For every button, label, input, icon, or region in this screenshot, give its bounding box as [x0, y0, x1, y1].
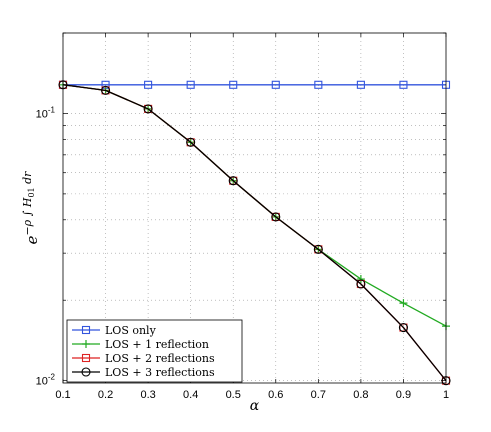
x-tick-label: 0.8	[353, 389, 368, 401]
y-axis-label-base: e	[23, 235, 41, 244]
y-axis-label-subscript: 01	[27, 187, 36, 197]
series-4	[58, 80, 451, 386]
data-point	[101, 85, 111, 95]
x-tick-label: 0.1	[55, 389, 70, 401]
legend-label: LOS + 2 reflections	[105, 352, 215, 365]
x-tick-label: 0.4	[183, 389, 198, 401]
series-layer	[58, 80, 451, 386]
x-axis-label: α	[250, 398, 260, 414]
x-tick-label: 0.5	[226, 389, 241, 401]
y-tick-label-base: 10	[36, 108, 48, 120]
data-point	[271, 80, 280, 89]
series-line	[62, 84, 447, 382]
y-tick-label: 10-2	[36, 373, 56, 388]
y-tick-label-exponent: -1	[48, 105, 56, 114]
legend-label: LOS + 3 reflections	[105, 366, 215, 379]
y-tick-label-exponent: -2	[48, 373, 56, 382]
data-point	[186, 137, 196, 147]
data-point	[228, 176, 238, 186]
y-axis-label-tail: dr	[21, 171, 34, 188]
x-tick-label: 0.7	[311, 389, 326, 401]
x-tick-label: 0.2	[98, 389, 113, 401]
data-point	[229, 80, 238, 89]
data-point	[399, 80, 408, 89]
y-tick-label-base: 10	[36, 376, 48, 388]
data-point	[271, 212, 281, 222]
x-tick-label: 0.3	[140, 389, 155, 401]
data-point	[143, 104, 153, 114]
data-point	[314, 80, 323, 89]
legend-marker	[81, 367, 91, 377]
y-axis-label-exponent: −ρ ∫	[21, 207, 34, 235]
data-point	[399, 299, 408, 308]
x-tick-label: 0.6	[268, 389, 283, 401]
x-tick-label: 1	[443, 389, 449, 401]
legend-label: LOS only	[105, 324, 157, 337]
x-tick-label: 0.9	[396, 389, 411, 401]
legend-item: LOS only	[72, 324, 157, 337]
legend-marker	[81, 353, 91, 363]
plot-frame	[62, 32, 447, 384]
data-point	[398, 323, 408, 333]
y-tick-label: 10-1	[36, 105, 56, 120]
data-point	[356, 275, 365, 284]
legend-item: LOS + 2 reflections	[72, 352, 215, 365]
y-axis-label-h: H	[21, 197, 34, 208]
data-point	[356, 279, 366, 289]
y-axis-label: e−ρ ∫ H01 dr	[21, 171, 41, 245]
data-point	[313, 244, 323, 254]
legend-marker	[81, 325, 91, 335]
legend-label: LOS + 1 reflection	[105, 338, 209, 351]
data-point	[356, 80, 365, 89]
data-point	[144, 80, 153, 89]
legend-marker	[82, 340, 90, 348]
legend-item: LOS + 1 reflection	[72, 338, 209, 351]
axis-ticks: 0.1 0.2 0.3 0.4 0.5 0.6 0.7 0.8 0.9 110-210-1	[36, 32, 449, 401]
legend-item: LOS + 3 reflections	[72, 366, 215, 379]
data-point	[186, 80, 195, 89]
